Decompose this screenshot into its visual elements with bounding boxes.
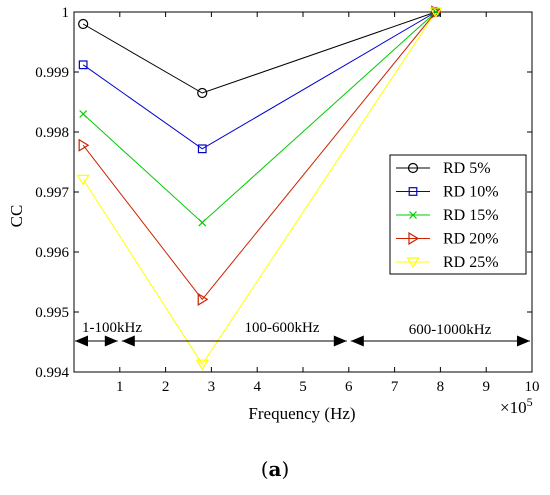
series-line	[82, 11, 437, 366]
region-label: 100-600kHz	[245, 320, 320, 336]
data-point-triangle-down	[195, 359, 209, 371]
legend-label: RD 25%	[443, 254, 499, 271]
y-tick-label: 0.995	[35, 305, 69, 321]
data-point-x	[79, 110, 88, 118]
arrow-head	[104, 335, 118, 347]
series-line	[82, 11, 437, 224]
x-stroke	[198, 218, 207, 227]
legend-label: RD 10%	[443, 184, 499, 201]
y-tick-label: 0.998	[35, 125, 69, 141]
data-point-square	[78, 60, 88, 70]
legend-label: RD 5%	[443, 160, 491, 177]
region-label: 1-100kHz	[82, 320, 142, 336]
data-point-circle	[197, 87, 208, 99]
data-point-circle	[78, 18, 89, 30]
plot-axes: 0.994 0.995 0.996 0.997 0.998 0.999 1 1 2 3 4 5 6 7 8 9…	[35, 5, 539, 395]
data-point-triangle-right	[78, 138, 90, 152]
y-tick-label: 0.999	[35, 65, 69, 81]
x-stroke	[409, 211, 417, 219]
data-point-triangle-down	[429, 7, 443, 19]
data-point-circle	[407, 162, 419, 174]
x-tick-label: 6	[345, 379, 353, 395]
data-point-triangle-right	[431, 5, 442, 19]
data-point-triangle-down	[76, 174, 90, 186]
frequency-regions: 1-100kHz 100-600kHz 600-1000kHz	[75, 320, 530, 347]
arrow-head	[333, 335, 347, 347]
y-tick-label: 1	[62, 5, 70, 21]
x-tick-label: 7	[391, 379, 399, 395]
x-tick-label: 1	[116, 379, 124, 395]
data-point-x	[409, 211, 417, 219]
arrow-head	[75, 335, 88, 347]
x-stroke	[79, 110, 88, 118]
data-point-x	[198, 218, 207, 227]
arrow-head	[121, 335, 135, 347]
y-tick-label: 0.997	[35, 185, 69, 201]
x-tick-label: 2	[162, 379, 170, 395]
arrow-head	[517, 335, 530, 347]
series-line	[82, 11, 437, 150]
data-point-triangle-right	[197, 292, 209, 306]
series-lines	[82, 11, 437, 366]
region-label: 600-1000kHz	[409, 322, 492, 338]
series-markers	[76, 5, 443, 371]
x-axis-label: Frequency (Hz)	[248, 404, 355, 423]
legend-label: RD 15%	[443, 207, 499, 224]
x-tick-label: 9	[482, 379, 490, 395]
data-point-triangle-right	[408, 231, 420, 246]
series-line	[82, 11, 436, 94]
data-point-x	[431, 8, 440, 16]
x-tick-label: 4	[253, 379, 261, 395]
x-tick-label: 3	[208, 379, 216, 395]
legend: RD 5% RD 10% RD 15% RD 20% RD 25%	[389, 154, 527, 275]
data-point-square	[408, 187, 418, 196]
data-point-square	[197, 144, 207, 154]
x-tick-label: 8	[437, 379, 445, 395]
x-axis-multiplier: ×105	[500, 395, 533, 417]
x-stroke	[431, 8, 440, 16]
x-tick-label: 5	[299, 379, 307, 395]
legend-label: RD 20%	[443, 231, 499, 248]
x-tick-label: 10	[525, 379, 540, 395]
y-tick-label: 0.994	[35, 365, 69, 381]
data-point-triangle-down	[406, 257, 420, 269]
arrow-head	[350, 335, 364, 347]
series-line	[82, 11, 437, 301]
y-tick-label: 0.996	[35, 245, 69, 261]
figure-caption: (a)	[261, 457, 290, 481]
y-axis-label: CC	[7, 205, 26, 228]
